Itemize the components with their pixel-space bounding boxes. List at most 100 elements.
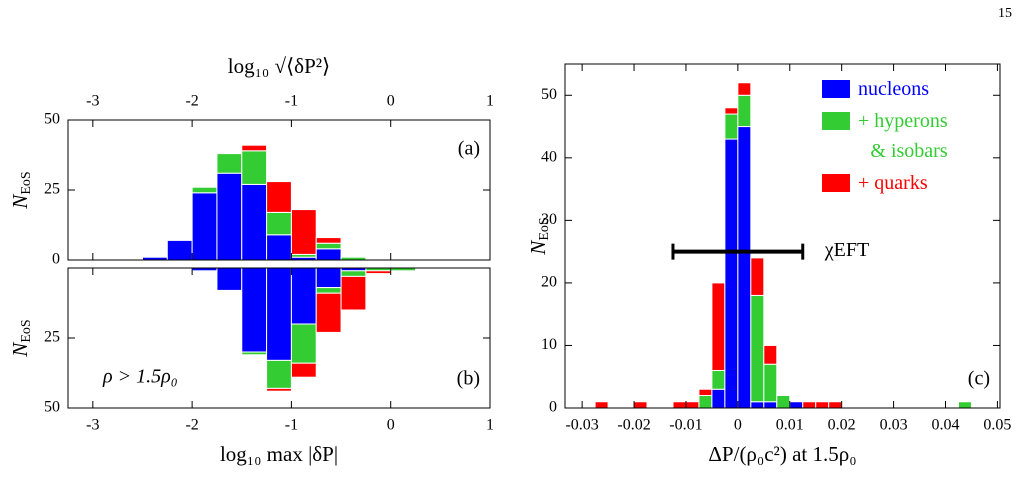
error-bar-label: χEFT [824, 239, 869, 261]
bar-segment [315, 242, 342, 250]
bar-segment [216, 172, 243, 261]
x-tick-label: -3 [86, 417, 99, 434]
bar-segment [191, 186, 218, 194]
x-tick-label: -0.02 [617, 417, 650, 434]
bar-segment [315, 248, 342, 261]
bar-segment [290, 209, 317, 255]
x-tick-label: 1 [486, 417, 494, 434]
bar-segment [290, 362, 317, 378]
bar-segment [166, 239, 193, 261]
bar-segment [266, 211, 292, 236]
annotation: ρ > 1.5ρ₀ [102, 366, 178, 388]
x-tick-label: 0 [387, 417, 395, 434]
y-axis-label-main: N [8, 342, 32, 358]
bar-segment [763, 344, 778, 365]
legend-label: + quarks [858, 172, 928, 194]
x-tick-label: 0.01 [776, 417, 804, 434]
x-tick-label: -2 [185, 417, 198, 434]
bar-segment [802, 401, 817, 409]
y-tick-label: 30 [541, 211, 557, 228]
x-tick-label: -3 [86, 93, 99, 110]
bar-segment [828, 401, 843, 409]
bar-segment [724, 138, 739, 409]
bar-segment [672, 401, 687, 409]
bar-segment [241, 183, 268, 261]
y-tick-label: 25 [44, 329, 60, 346]
bar-segment [737, 82, 752, 96]
y-tick-label: 50 [541, 86, 557, 103]
bar-segment [216, 153, 243, 174]
bar-segment [815, 401, 830, 409]
bar-segment [711, 369, 726, 390]
bar-segment [957, 401, 972, 409]
page-number: 15 [998, 6, 1012, 21]
bar-segment [266, 267, 292, 361]
bar-segment [724, 113, 739, 140]
y-tick-label: 0 [549, 399, 557, 416]
x-tick-label: -1 [285, 417, 298, 434]
legend-swatch [822, 80, 850, 98]
bar-segment [763, 401, 778, 409]
bar-segment [698, 388, 713, 396]
bar-segment [266, 359, 292, 389]
plot-frame [564, 63, 1001, 409]
panel-label: (a) [458, 138, 480, 160]
bar-segment [776, 394, 791, 409]
x-axis-label: log₁₀ max |δP| [220, 442, 338, 466]
bar-segment [266, 234, 292, 261]
bar-segment [315, 287, 342, 294]
bar-segment [724, 107, 739, 115]
bar-segment [315, 292, 342, 333]
bar-segment [290, 267, 317, 325]
x-tick-label: -0.03 [565, 417, 598, 434]
bar-segment [191, 192, 218, 261]
bar-segment [241, 267, 268, 353]
bar-segment [763, 363, 778, 403]
x-tick-label: 0.04 [931, 417, 959, 434]
y-tick-label: 50 [44, 399, 60, 416]
bar-segment [750, 294, 765, 403]
x-tick-label: 0 [387, 93, 395, 110]
x-tick-label: -1 [285, 93, 298, 110]
y-axis-label-main: N [8, 194, 32, 210]
bar-segment [340, 270, 367, 277]
x-axis-label: log₁₀ √⟨δP²⟩ [228, 54, 331, 78]
legend-label: + hyperons & isobars [858, 110, 948, 162]
bar-segment [750, 401, 765, 409]
x-axis-label: ΔP/(ρ₀c²) at 1.5ρ₀ [708, 442, 856, 466]
y-axis-label-sub: EoS [19, 171, 34, 194]
y-axis-label-sub: EoS [19, 319, 34, 342]
y-tick-label: 40 [541, 148, 557, 165]
y-axis-label: NEoS [8, 171, 34, 209]
x-tick-label: 0 [734, 417, 742, 434]
y-tick-label: 20 [541, 274, 557, 291]
bar-segment [266, 387, 292, 392]
legend-swatch [822, 112, 850, 130]
y-axis-label: NEoS [526, 217, 552, 255]
panel-label: (b) [457, 368, 480, 390]
x-tick-label: 0.03 [880, 417, 908, 434]
panel-label: (c) [968, 368, 990, 390]
y-tick-label: 50 [44, 111, 60, 128]
bar-segment [365, 270, 392, 275]
y-axis-label: NEoS [8, 319, 34, 357]
x-tick-label: 1 [486, 93, 494, 110]
legend-swatch [822, 174, 850, 192]
y-tick-label: 25 [44, 181, 60, 198]
x-tick-label: -2 [185, 93, 198, 110]
bar-segment [216, 267, 243, 291]
x-tick-label: 0.02 [828, 417, 856, 434]
x-tick-label: 0.05 [983, 417, 1011, 434]
bar-segment [633, 401, 648, 409]
bar-segment [685, 401, 700, 409]
bar-segment [711, 388, 726, 409]
bar-segment [241, 144, 268, 152]
y-tick-label: 0 [52, 251, 60, 268]
bar-segment [241, 351, 268, 356]
bar-segment [315, 267, 342, 289]
bar-segment [241, 150, 268, 185]
bar-segment [789, 401, 804, 409]
bar-segment [737, 94, 752, 128]
